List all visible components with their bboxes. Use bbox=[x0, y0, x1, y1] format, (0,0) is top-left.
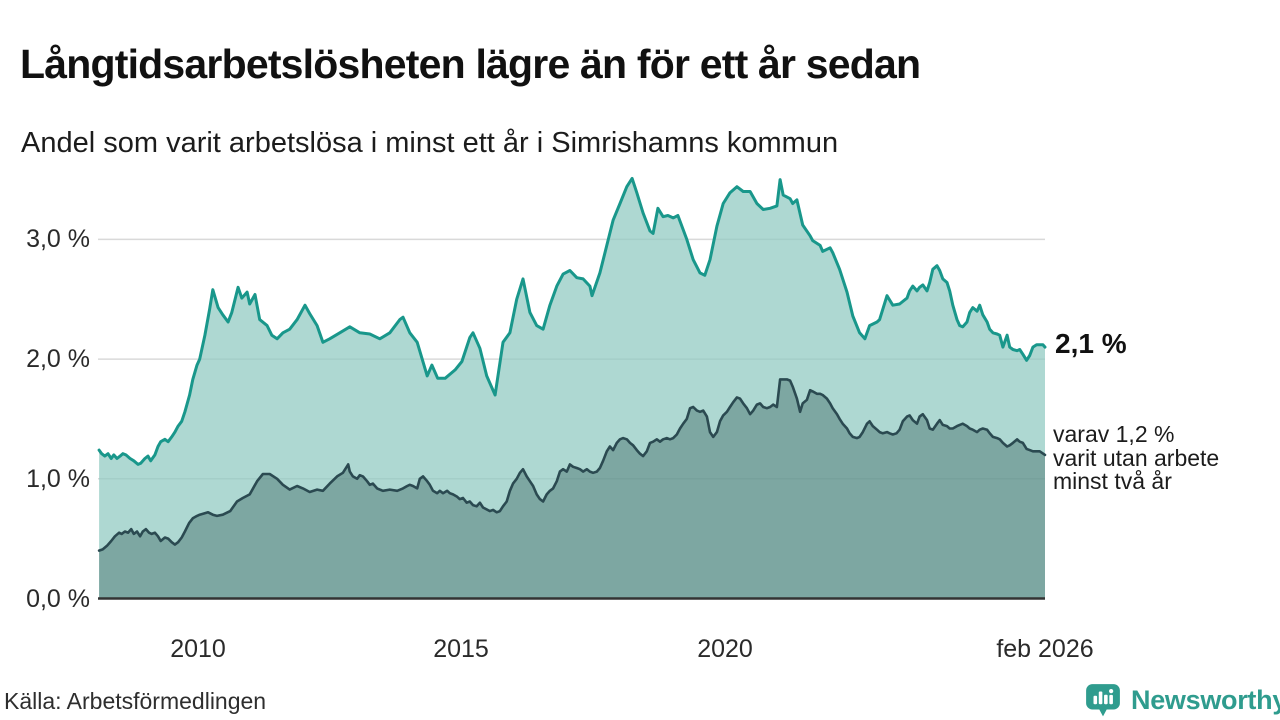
series-area-0 bbox=[99, 178, 1046, 599]
series-line-0 bbox=[97, 176, 1047, 466]
source-caption: Källa: Arbetsförmedlingen bbox=[4, 688, 267, 714]
x-tick-label: 2015 bbox=[433, 635, 489, 663]
bar-chart-pin-icon bbox=[1086, 684, 1120, 717]
x-tick-label: 2020 bbox=[697, 635, 753, 663]
series-area-1 bbox=[99, 379, 1046, 599]
two-year-annotation: varav 1,2 % varit utan arbete minst två … bbox=[1053, 421, 1220, 494]
y-tick-label: 1,0 % bbox=[26, 465, 90, 493]
annotation-line: varit utan arbete bbox=[1053, 444, 1220, 471]
chart-subtitle: Andel som varit arbetslösa i minst ett å… bbox=[21, 127, 839, 159]
x-tick-label: 2010 bbox=[170, 635, 226, 663]
latest-total-value-label: 2,1 % bbox=[1055, 328, 1127, 359]
brand-name: Newsworthy bbox=[1131, 684, 1280, 715]
y-tick-label: 2,0 % bbox=[26, 345, 90, 373]
annotation-line: minst två år bbox=[1053, 468, 1172, 494]
y-tick-label: 0,0 % bbox=[26, 585, 90, 613]
y-tick-label: 3,0 % bbox=[26, 225, 90, 253]
x-tick-label: feb 2026 bbox=[996, 635, 1094, 663]
newsworthy-logo: Newsworthy bbox=[1084, 681, 1280, 719]
series-line-1 bbox=[97, 378, 1047, 552]
annotation-line: varav 1,2 % bbox=[1053, 421, 1175, 447]
chart-title: Långtidsarbetslösheten lägre än för ett … bbox=[20, 41, 921, 88]
